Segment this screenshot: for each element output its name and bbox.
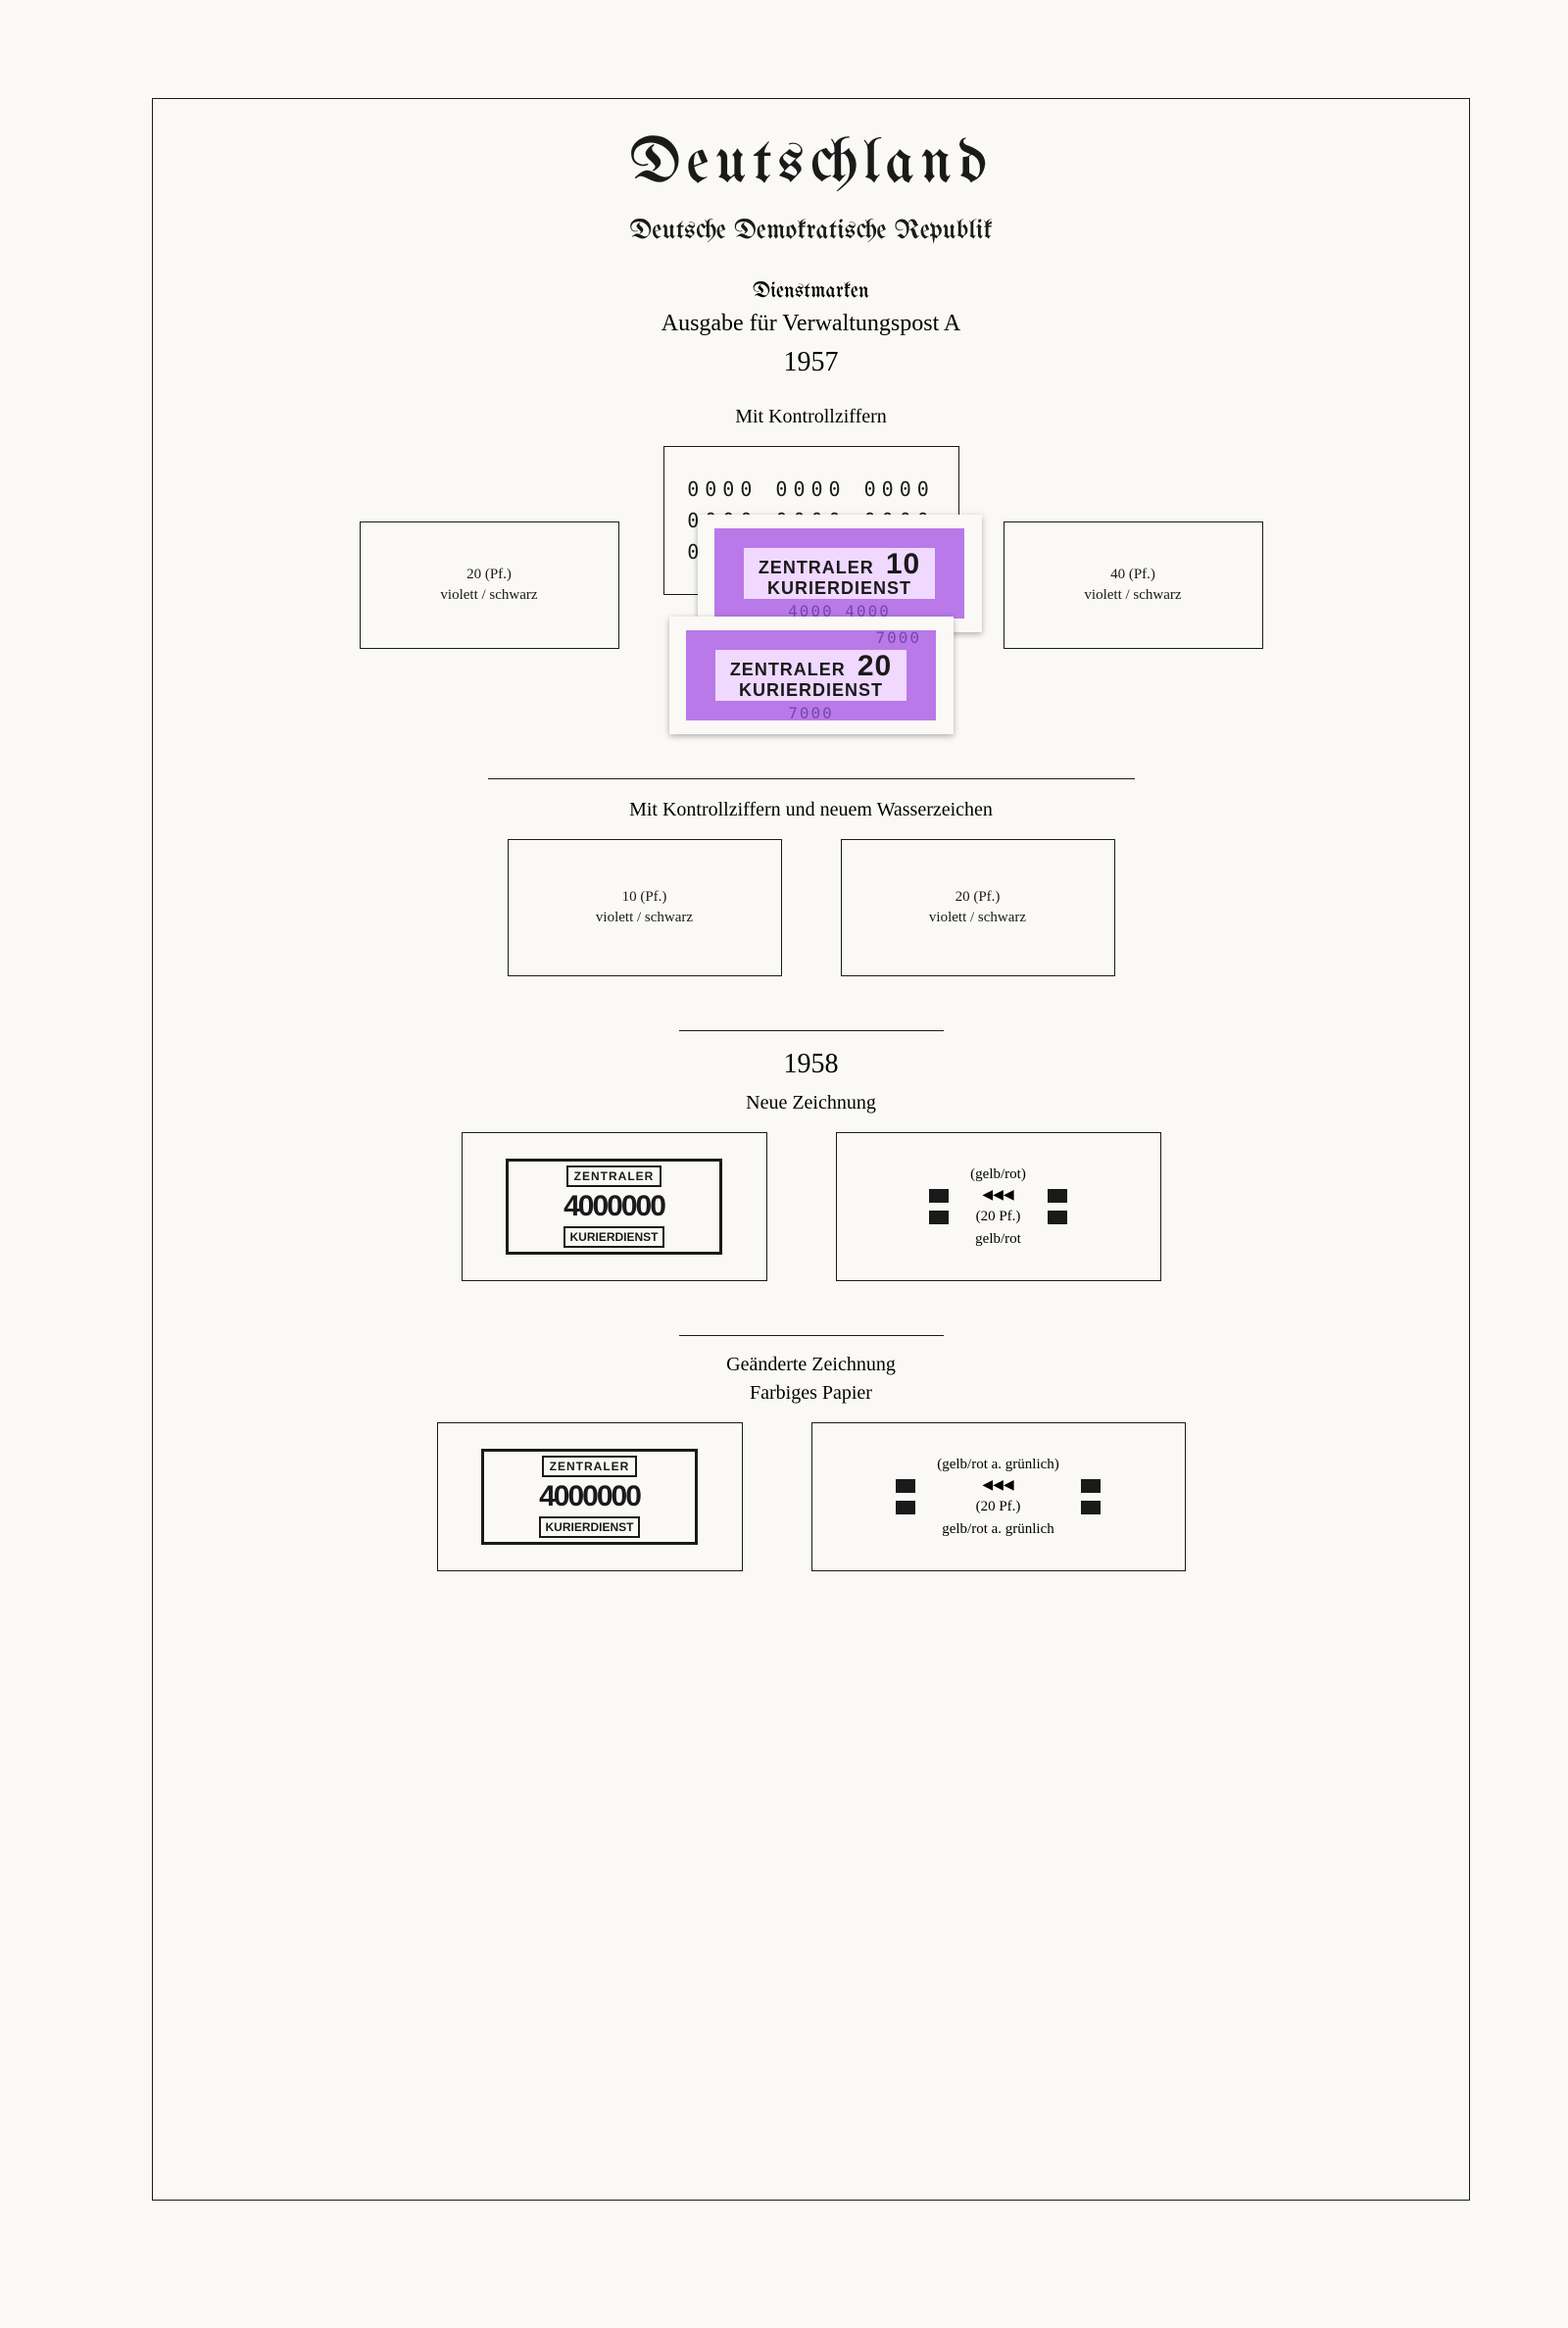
placeholder-20pf-wz: 20 (Pf.) violett / schwarz bbox=[841, 839, 1115, 976]
stamp-stack: 0000 0000 0000 0000 0000 0000 0000 0000 … bbox=[663, 446, 959, 724]
year-1958: 1958 bbox=[153, 1049, 1469, 1080]
equals-left-icon bbox=[896, 1479, 915, 1514]
desc-box-1958: (gelb/rot) ◀◀◀ (20 Pf.) gelb/rot bbox=[836, 1132, 1161, 1281]
stamp-band: ZENTRALER10 KURIERDIENST bbox=[744, 548, 935, 599]
page-header: Deutschland Deutsche Demokratische Repub… bbox=[153, 99, 1469, 246]
main-title: Deutschland bbox=[153, 133, 1469, 198]
color-label: violett / schwarz bbox=[929, 910, 1026, 926]
subsection-geaendert: Geänderte Zeichnung bbox=[153, 1354, 1469, 1376]
subsection-kontrollziffern: Mit Kontrollziffern bbox=[153, 406, 1469, 428]
stamp-graphic-box: ZENTRALER 4000000 KURIERDIENST bbox=[462, 1132, 767, 1281]
placeholder-20pf: 20 (Pf.) violett / schwarz bbox=[360, 521, 619, 649]
equals-right-icon bbox=[1081, 1479, 1101, 1514]
stamp-10pf: ZENTRALER10 KURIERDIENST 4000 4000 bbox=[698, 515, 982, 632]
equals-right-icon bbox=[1048, 1189, 1067, 1224]
section-issue-line: Ausgabe für Verwaltungspost A bbox=[153, 311, 1469, 337]
page-frame: Deutschland Deutsche Demokratische Repub… bbox=[152, 98, 1470, 2201]
color-label: violett / schwarz bbox=[596, 910, 693, 926]
subsection-farbig: Farbiges Papier bbox=[153, 1382, 1469, 1405]
row-1958: ZENTRALER 4000000 KURIERDIENST (gelb/rot… bbox=[153, 1132, 1469, 1281]
divider-rule-short-2 bbox=[679, 1335, 944, 1336]
arrow-icon: ◀◀◀ bbox=[970, 1185, 1026, 1206]
subsection-neue-zeichnung: Neue Zeichnung bbox=[153, 1092, 1469, 1114]
color-label: violett / schwarz bbox=[440, 587, 537, 604]
divider-rule-short bbox=[679, 1030, 944, 1031]
row-1957-main: 20 (Pf.) violett / schwarz 0000 0000 000… bbox=[153, 446, 1469, 724]
row-wasserzeichen: 10 (Pf.) violett / schwarz 20 (Pf.) viol… bbox=[153, 839, 1469, 976]
section-label-dienstmarken: Dienstmarken bbox=[153, 280, 1469, 303]
overprint-top: 7000 bbox=[875, 628, 921, 647]
album-page: Deutschland Deutsche Demokratische Repub… bbox=[0, 0, 1568, 2328]
desc-text: (gelb/rot a. grünlich) ◀◀◀ (20 Pf.) gelb… bbox=[937, 1454, 1059, 1541]
stamp-core: 7000 ZENTRALER20 KURIERDIENST 7000 bbox=[686, 630, 936, 720]
divider-rule bbox=[488, 778, 1135, 779]
desc-box-geaendert: (gelb/rot a. grünlich) ◀◀◀ (20 Pf.) gelb… bbox=[811, 1422, 1186, 1571]
arrow-icon: ◀◀◀ bbox=[937, 1475, 1059, 1496]
desc-text: (gelb/rot) ◀◀◀ (20 Pf.) gelb/rot bbox=[970, 1164, 1026, 1251]
subtitle: Deutsche Demokratische Republik bbox=[153, 218, 1469, 246]
stamp-graphic: ZENTRALER 4000000 KURIERDIENST bbox=[506, 1159, 722, 1255]
color-label: violett / schwarz bbox=[1084, 587, 1181, 604]
stamp-graphic-2: ZENTRALER 4000000 KURIERDIENST bbox=[481, 1449, 698, 1545]
year-1957: 1957 bbox=[153, 347, 1469, 378]
stamp-20pf: 7000 ZENTRALER20 KURIERDIENST 7000 bbox=[669, 617, 954, 734]
value-label: 20 (Pf.) bbox=[466, 567, 512, 583]
stamp-core: ZENTRALER10 KURIERDIENST 4000 4000 bbox=[714, 528, 964, 619]
row-geaendert: ZENTRALER 4000000 KURIERDIENST (gelb/rot… bbox=[153, 1422, 1469, 1571]
stamp-outline-10: 0000 0000 0000 0000 0000 0000 0000 0000 … bbox=[663, 446, 959, 595]
placeholder-40pf: 40 (Pf.) violett / schwarz bbox=[1004, 521, 1263, 649]
overprint-bot: 7000 bbox=[788, 704, 834, 722]
value-label: 10 (Pf.) bbox=[622, 889, 667, 906]
stamp-band: ZENTRALER20 KURIERDIENST bbox=[715, 650, 906, 701]
value-label: 40 (Pf.) bbox=[1110, 567, 1155, 583]
equals-left-icon bbox=[929, 1189, 949, 1224]
value-label: 20 (Pf.) bbox=[956, 889, 1001, 906]
subsection-wasserzeichen: Mit Kontrollziffern und neuem Wasserzeic… bbox=[153, 799, 1469, 821]
placeholder-10pf-wz: 10 (Pf.) violett / schwarz bbox=[508, 839, 782, 976]
stamp-graphic-box-2: ZENTRALER 4000000 KURIERDIENST bbox=[437, 1422, 743, 1571]
